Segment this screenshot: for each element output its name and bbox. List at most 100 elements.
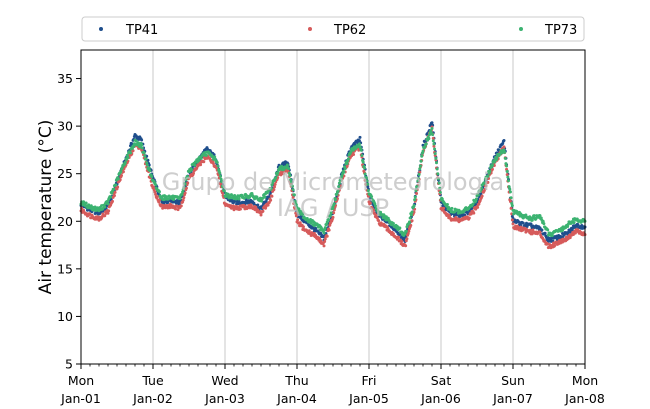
data-point [154,192,158,196]
x-tick-day: Wed [211,373,238,388]
data-point [345,162,349,166]
data-point [430,126,434,130]
data-point [360,153,364,157]
data-point [420,154,424,158]
data-point [404,229,408,233]
data-point [314,233,318,237]
data-point [408,220,411,224]
data-point [213,155,217,159]
data-point [366,189,370,193]
data-point [407,229,411,233]
data-point [343,167,347,171]
data-point [282,171,285,175]
data-point [503,156,507,160]
data-point [529,222,533,226]
data-point [469,212,473,216]
data-point [331,215,335,219]
data-point [150,175,154,179]
data-point [430,121,434,125]
data-point [345,164,349,168]
data-point [285,163,289,167]
data-point [204,153,208,157]
data-point [142,151,146,155]
data-point [504,162,508,166]
data-point [342,170,346,174]
data-point [259,213,263,217]
data-point [289,180,293,184]
data-point [229,204,233,208]
data-point [174,207,177,211]
data-point [508,190,512,194]
data-point [406,232,410,236]
data-point [123,160,127,164]
data-point [415,185,419,189]
data-point [398,226,402,230]
data-point [260,199,264,203]
legend-label-tp41: TP41 [125,23,158,38]
data-point [264,200,268,204]
data-point [219,177,223,181]
data-point [445,202,449,206]
data-point [357,139,361,143]
data-point [327,217,330,221]
data-point [543,231,547,235]
data-point [480,194,484,198]
data-point [157,198,161,202]
data-point [273,182,277,186]
data-point [538,214,542,218]
data-point [297,207,301,211]
data-point [509,206,513,210]
data-point [291,196,295,200]
data-point [291,184,294,188]
legend-frame [81,16,585,42]
data-point [199,163,203,167]
x-tick-day: Fri [362,373,377,388]
data-point [431,139,435,143]
data-point [391,232,395,236]
x-tick-date: Jan-04 [276,391,317,406]
y-axis: 5 10 15 20 25 30 35 [57,71,81,372]
data-point [505,164,509,168]
data-point [323,226,327,230]
x-axis: Mon Jan-01 Tue Jan-02 Wed Jan-03 Thu Jan-04 Fri J… [60,364,605,406]
data-point [553,243,557,247]
data-point [221,185,225,189]
data-point [103,205,107,209]
data-point [195,166,199,170]
data-point [337,181,341,185]
data-point [409,213,413,217]
data-point [329,211,333,215]
data-point [471,202,475,206]
data-point [540,228,544,232]
data-point [143,154,147,158]
data-point [314,226,318,230]
data-point [140,143,144,147]
data-point [147,166,151,170]
data-point [433,147,437,151]
data-point [231,204,235,208]
data-point [404,244,408,248]
data-point [249,203,253,207]
data-point [418,167,422,171]
data-point [323,237,327,241]
data-point [180,192,184,196]
data-point [505,173,509,177]
data-point [409,223,413,227]
data-point [509,196,513,200]
data-point [531,228,535,232]
data-point [272,188,276,192]
data-point [511,222,515,226]
data-point [274,176,278,180]
data-point [294,214,298,218]
data-point [519,225,523,229]
data-point [483,181,487,185]
data-point [289,178,293,182]
data-point [220,180,224,184]
data-point [486,174,490,178]
data-point [178,197,182,201]
data-point [528,228,532,232]
data-point [129,151,132,155]
data-point [107,209,111,213]
x-tick-date: Jan-07 [492,391,533,406]
data-point [366,182,370,186]
